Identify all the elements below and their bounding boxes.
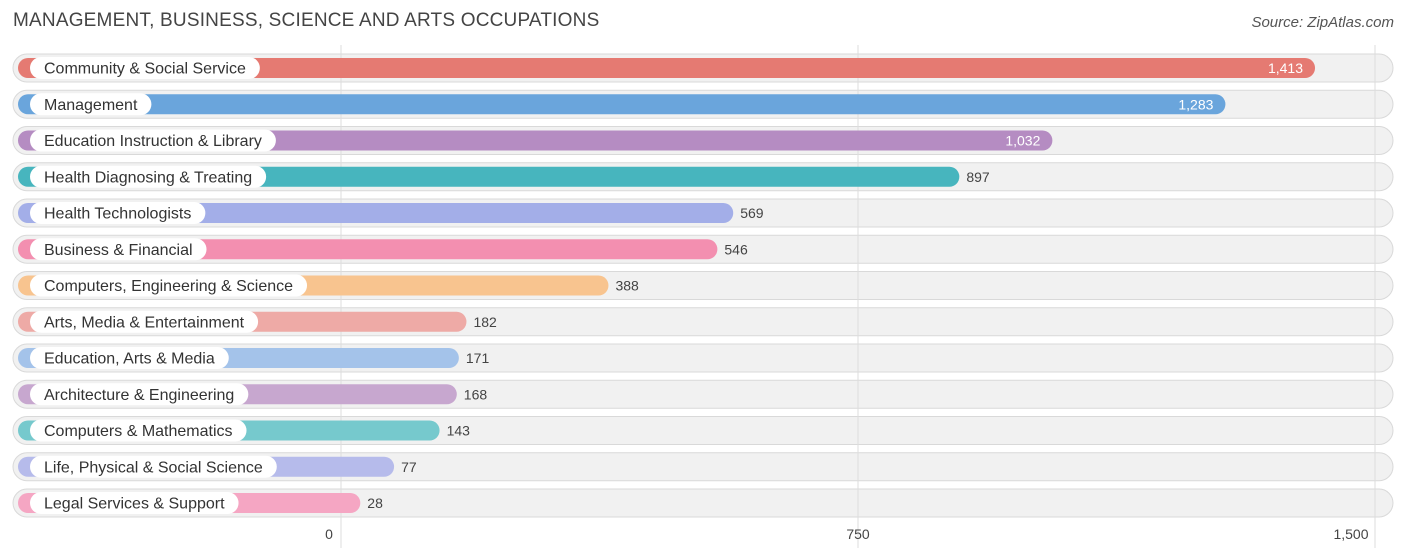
category-label-pill [30,202,206,224]
x-tick-label: 1,500 [1333,526,1368,542]
category-label: Education, Arts & Media [44,351,215,368]
category-label-pill [30,129,276,152]
category-label: Computers, Engineering & Science [44,278,293,295]
value-label: 171 [466,350,490,366]
category-label: Community & Social Service [44,61,246,78]
bar [18,58,1316,78]
value-label: 77 [401,459,417,475]
category-label-pill [30,455,277,478]
category-label-pill [30,347,229,369]
category-label: Architecture & Engineering [44,387,234,404]
x-tick-label: 0 [325,526,333,542]
category-label: Education Instruction & Library [44,133,262,150]
category-label-pill [30,57,260,79]
source-note: Source: ZipAtlas.com [1251,14,1394,31]
value-label: 168 [464,386,488,402]
bar [18,130,1053,151]
value-label: 388 [615,278,639,294]
category-label: Legal Services & Support [44,496,225,513]
value-label: 143 [447,423,471,439]
category-label-pill [30,492,239,514]
value-label: 1,413 [1268,60,1303,76]
value-label: 182 [473,314,497,330]
category-label-pill [30,165,267,188]
category-label: Arts, Media & Entertainment [44,314,245,331]
category-label: Health Technologists [44,206,191,223]
chart-title: MANAGEMENT, BUSINESS, SCIENCE AND ARTS O… [13,10,600,31]
category-label-pill [30,93,152,116]
category-label-pill [30,310,259,333]
category-label: Management [44,97,138,114]
category-label: Business & Financial [44,242,193,259]
category-label-pill [30,274,308,297]
category-label-pill [30,238,207,261]
x-tick-label: 750 [846,526,870,542]
category-label: Computers & Mathematics [44,423,233,440]
value-label: 569 [740,205,764,221]
bar-track [12,488,1394,518]
value-label: 546 [724,241,748,257]
bar [18,94,1226,115]
value-label: 1,283 [1178,96,1213,112]
value-label: 897 [966,169,990,185]
category-label: Life, Physical & Social Science [44,459,263,476]
category-label: Health Diagnosing & Treating [44,169,252,186]
value-label: 28 [367,495,383,511]
category-label-pill [30,383,249,406]
category-label-pill [30,419,247,442]
value-label: 1,032 [1005,133,1040,149]
